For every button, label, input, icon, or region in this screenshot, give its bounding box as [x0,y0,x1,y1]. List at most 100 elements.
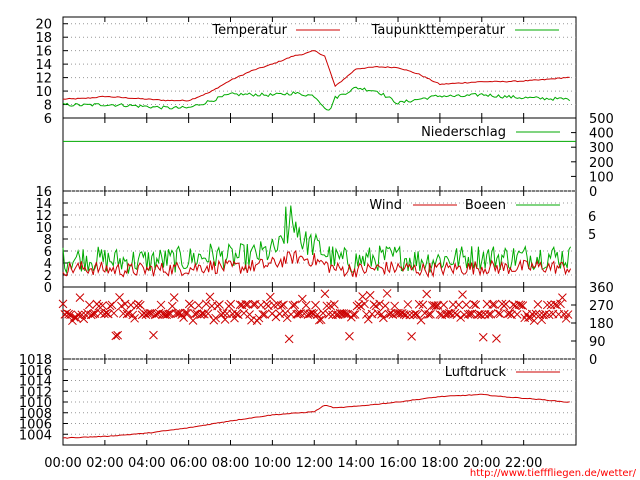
xtick-label: 06:00 [170,456,207,471]
winddir-marker [429,301,439,310]
wind-ytick-label: 8 [44,233,52,248]
wind-ytick-label: 14 [35,197,52,212]
winddir-marker [188,316,198,325]
winddir-marker [250,299,260,309]
winddir-marker [145,308,155,318]
temp-ytick-label: 6 [44,112,52,127]
precip-ytick-label: 200 [589,156,614,171]
winddir-marker [477,310,486,320]
winddir-marker [181,308,190,318]
winddir-marker [296,309,305,318]
winddir-marker [443,309,452,319]
pressure-ytick-label: 1010 [19,396,52,411]
temp-ytick-label: 12 [35,72,52,87]
winddir-marker [478,332,488,342]
winddir-marker [100,309,109,319]
winddir-marker [412,310,422,320]
xtick-label: 02:00 [86,456,123,471]
winddir-marker [305,309,315,319]
winddir-marker [533,299,543,309]
pressure-ytick-label: 1006 [19,418,52,433]
winddir-marker [431,301,441,311]
winddir-marker [363,314,373,324]
winddir-marker [454,300,464,310]
winddir-marker [473,310,482,320]
winddir-marker [424,310,433,319]
winddir-ytick-label: 0 [589,353,597,368]
winddir-marker [313,310,322,320]
panel-frame-wind_direction [62,286,577,360]
winddir-marker [426,309,435,319]
winddir-marker [73,310,83,320]
winddir-ytick-label: 90 [589,335,606,350]
wind-ytick-label: 0 [44,281,52,296]
winddir-marker [77,310,87,320]
winddir-marker [101,308,111,318]
pressure-ytick-label: 1018 [19,353,52,368]
winddir-marker [164,309,173,319]
winddir-marker [215,300,224,309]
wind-ytick-label: 16 [35,185,52,200]
winddir-marker [527,309,537,319]
winddir-marker [245,310,254,319]
winddir-marker [350,310,360,319]
winddir-marker [446,309,456,318]
winddir-marker [375,299,384,309]
winddir-marker [226,299,236,309]
winddir-marker [558,293,567,303]
winddir-marker [75,293,85,302]
winddir-marker [169,293,179,302]
winddir-marker [211,313,220,323]
winddir-marker [556,299,565,309]
winddir-marker [205,292,215,302]
legend-label-precip-0: Niederschlag [421,125,506,140]
winddir-marker [345,331,354,341]
winddir-marker [401,310,411,320]
winddir-marker [109,308,119,318]
xtick-label: 18:00 [421,456,458,471]
winddir-marker [149,330,158,340]
winddir-marker [248,300,258,309]
precip-ytick-label: 100 [589,170,614,185]
winddir-marker [492,334,501,343]
winddir-marker [258,310,268,319]
winddir-marker [324,309,334,319]
winddir-marker [461,300,471,310]
winddir-marker [360,299,369,309]
winddir-marker [232,309,241,319]
winddir-marker [384,309,394,319]
winddir-marker [518,301,528,311]
winddir-marker [292,309,302,319]
pressure-ytick-label: 1016 [19,364,52,379]
winddir-marker [467,309,477,319]
winddir-marker [318,308,328,318]
precip-ytick-label: 0 [589,185,597,200]
winddir-marker [94,301,104,311]
winddir-marker [256,300,266,310]
winddir-marker [341,309,351,319]
wind-ytick-label: 2 [44,269,52,284]
winddir-marker [358,292,367,301]
wind-ytick-label: 4 [44,257,52,272]
winddir-marker [563,310,573,319]
winddir-marker [115,293,124,302]
winddir-marker [194,301,204,310]
legend-label-wind-1: Boeen [465,198,506,213]
precip-ytick-label: 500 [589,112,614,127]
winddir-marker [241,299,251,309]
winddir-marker [488,300,498,309]
winddir-marker [390,301,400,311]
winddir-marker [414,299,424,309]
winddir-marker [307,308,317,318]
pressure-ytick-label: 1008 [19,407,52,422]
temp-ytick-label: 8 [44,99,52,114]
winddir-ytick-label: 180 [589,317,614,332]
winddir-marker [512,309,522,319]
winddir-marker [471,300,481,310]
pressure-ytick-label: 1014 [19,375,52,390]
winddir-marker [484,310,494,319]
winddir-marker [314,315,324,325]
winddir-marker [203,309,213,319]
winddir-marker [541,309,550,319]
